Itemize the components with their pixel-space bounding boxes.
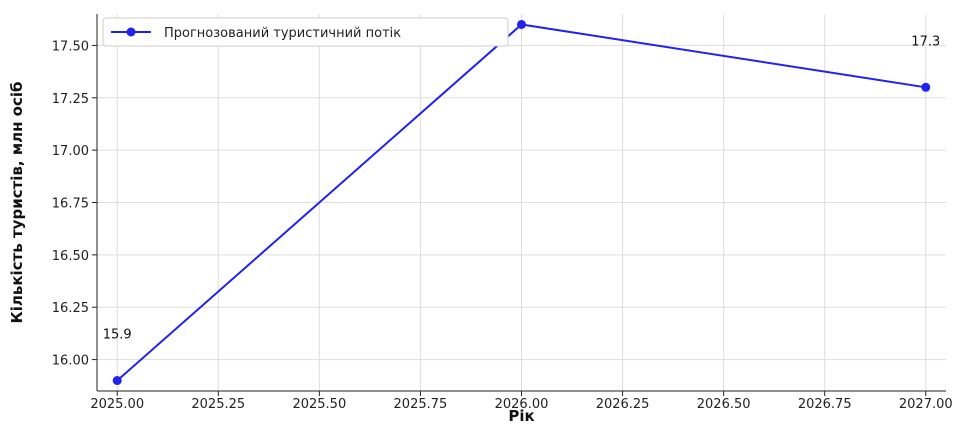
y-tick-label: 17.25 — [52, 92, 89, 107]
y-tick-label: 16.75 — [52, 197, 89, 212]
legend-box — [102, 17, 509, 47]
y-tick-label: 16.50 — [52, 249, 89, 264]
data-label: 17.3 — [911, 34, 940, 49]
x-tick-label: 2026.25 — [596, 397, 650, 412]
series-layer — [112, 19, 931, 386]
x-tick-label: 2027.00 — [899, 397, 953, 412]
x-tick-label: 2025.00 — [90, 397, 144, 412]
annotations: 15.9 17.3 — [103, 34, 941, 342]
y-axis-ticks: 16.00 16.25 16.50 16.75 17.00 17.25 17.50 — [52, 39, 97, 369]
y-axis-label: Кількість туристів, млн осіб — [8, 82, 26, 324]
x-tick-label: 2026.50 — [697, 397, 751, 412]
y-tick-label: 16.25 — [52, 301, 89, 316]
x-tick-label: 2026.75 — [798, 397, 852, 412]
x-tick-label: 2025.25 — [191, 397, 245, 412]
legend: Прогнозований туристичний потік — [102, 17, 509, 47]
legend-marker — [126, 27, 136, 37]
x-axis-ticks: 2025.00 2025.25 2025.50 2025.75 2026.00 2026.… — [90, 391, 953, 412]
y-tick-label: 16.00 — [52, 354, 89, 369]
x-tick-label: 2025.50 — [292, 397, 346, 412]
x-axis-label: Рік — [508, 407, 534, 425]
x-tick-label: 2025.75 — [394, 397, 448, 412]
legend-label: Прогнозований туристичний потік — [164, 26, 401, 41]
y-tick-label: 17.50 — [52, 39, 89, 54]
data-point — [921, 82, 931, 92]
data-point — [112, 376, 122, 386]
data-point — [517, 19, 526, 29]
y-tick-label: 17.00 — [52, 144, 89, 159]
x-tick-label: 2026.00 — [495, 397, 549, 412]
grid — [97, 14, 946, 391]
data-label: 15.9 — [103, 328, 132, 343]
